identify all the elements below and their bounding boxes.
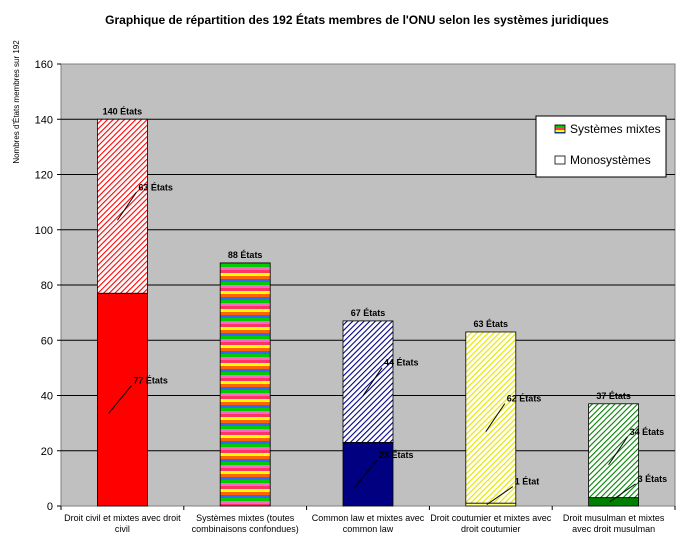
chart-title: Graphique de répartition des 192 États m… — [105, 12, 609, 27]
legend-label-mixtes: Systèmes mixtes — [570, 122, 661, 136]
segment-label-mixtes: 34 États — [630, 427, 665, 437]
segment-label-mixtes: 63 États — [138, 182, 173, 192]
bar-total-label: 67 États — [351, 308, 386, 318]
callout-line — [609, 483, 636, 503]
bar-segment-mixtes — [465, 331, 517, 504]
y-tick-label: 60 — [41, 335, 53, 347]
y-tick-label: 140 — [35, 114, 53, 126]
bar-segment-mono — [342, 442, 394, 507]
segment-label-mixtes: 44 États — [384, 358, 419, 368]
bars — [97, 118, 639, 507]
bar-segment-mono — [588, 497, 639, 507]
x-tick-label: Systèmes mixtes (toutes — [196, 513, 295, 523]
bar-segment-mixtes — [342, 320, 394, 443]
x-tick-label: Droit civil et mixtes avec droit — [64, 513, 181, 523]
y-tick-labels: 0 20 40 60 80 100 120 140 160 — [35, 59, 61, 513]
segment-label-mono: 23 États — [379, 450, 414, 460]
bar-total-label: 37 États — [596, 391, 631, 401]
x-tick-label: combinaisons confondues) — [192, 524, 299, 534]
x-tick-label: Droit coutumier et mixtes avec — [430, 513, 552, 523]
segment-label-mono: 3 États — [638, 474, 668, 484]
bar-total-label: 88 États — [228, 250, 263, 260]
segment-label-mixtes: 62 États — [507, 394, 542, 404]
y-tick-label: 80 — [41, 280, 53, 292]
callout-line — [485, 403, 506, 432]
x-tick-label: avec droit musulman — [572, 524, 655, 534]
bar-segment-mixtes — [219, 262, 271, 507]
y-tick-label: 100 — [35, 225, 53, 237]
x-tick-label: droit coutumier — [461, 524, 521, 534]
x-tick-label: Droit musulman et mixtes — [563, 513, 665, 523]
y-axis-label: Nombres d'États membres sur 192 — [12, 40, 21, 164]
callout-line — [608, 436, 629, 466]
data-labels: 140 États 63 États 77 États 88 États 67 État… — [103, 106, 668, 506]
callout-line — [362, 367, 383, 396]
x-tick-label: Common law et mixtes avec — [312, 513, 425, 523]
segment-label-mono: 77 États — [133, 376, 168, 386]
y-tick-label: 120 — [35, 170, 53, 182]
legend-label-mono: Monosystèmes — [570, 153, 651, 167]
y-tick-label: 40 — [41, 391, 53, 403]
legend: Systèmes mixtes Monosystèmes — [535, 115, 667, 178]
bar-segment-mixtes — [588, 403, 639, 499]
bar-segment-mono — [97, 292, 148, 507]
y-tick-label: 0 — [47, 501, 53, 513]
x-tick-label: civil — [115, 524, 130, 534]
bar-segment-mixtes — [97, 118, 148, 294]
bar-total-label: 140 États — [103, 106, 143, 116]
callout-line — [116, 191, 137, 221]
bar-total-label: 63 États — [474, 319, 509, 329]
x-tick-label: common law — [343, 524, 394, 534]
segment-label-mono: 1 État — [515, 477, 540, 487]
bar-segment-mono — [465, 502, 517, 507]
y-tick-label: 20 — [41, 446, 53, 458]
callout-line — [486, 486, 514, 506]
y-tick-label: 160 — [35, 59, 53, 71]
legend-swatch-mixtes — [554, 124, 566, 134]
callout-line — [353, 459, 378, 489]
callout-line — [108, 385, 132, 414]
legend-swatch-mono — [554, 155, 566, 165]
